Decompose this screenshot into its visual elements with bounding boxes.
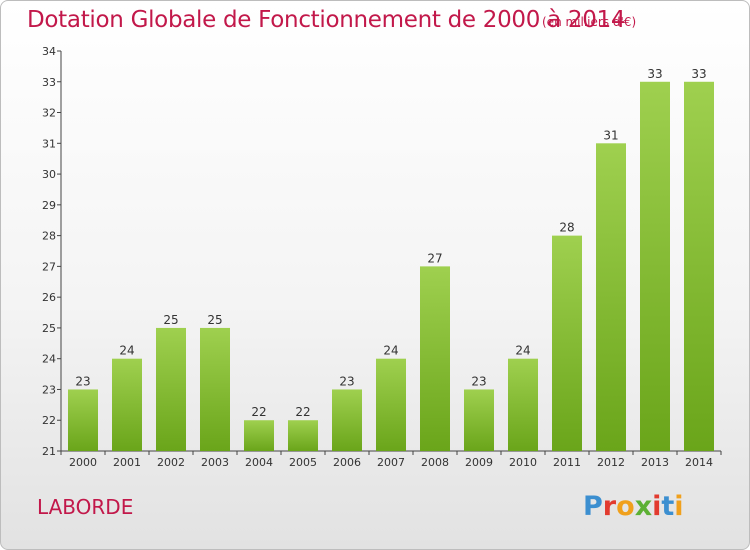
value-label: 31 <box>603 128 618 142</box>
proxiti-logo: Proxiti <box>583 491 684 522</box>
y-tick-label: 21 <box>42 445 56 458</box>
bar-2007 <box>376 358 406 451</box>
y-tick-label: 27 <box>42 260 56 273</box>
y-tick-label: 33 <box>42 76 56 89</box>
logo-letter: i <box>674 491 684 522</box>
y-tick-label: 32 <box>42 107 56 120</box>
bar-2008 <box>420 266 450 451</box>
y-tick-label: 30 <box>42 168 56 181</box>
bar-2009 <box>464 389 494 451</box>
value-label: 24 <box>383 344 398 358</box>
bar-2011 <box>552 235 582 451</box>
bar-2003 <box>200 327 230 451</box>
value-label: 23 <box>75 374 90 388</box>
bar-2005 <box>288 420 318 451</box>
y-tick-label: 23 <box>42 383 56 396</box>
x-tick-label: 2004 <box>245 456 273 469</box>
x-tick-label: 2001 <box>113 456 141 469</box>
x-tick-label: 2003 <box>201 456 229 469</box>
bar-2002 <box>156 327 186 451</box>
y-tick-label: 22 <box>42 414 56 427</box>
y-tick-label: 26 <box>42 291 56 304</box>
logo-letter: i <box>652 491 662 522</box>
bar-2013 <box>640 81 670 452</box>
chart-axes: 21 22 23 24 25 26 27 28 29 30 31 32 33 34 <box>42 45 722 458</box>
value-label: 24 <box>119 344 134 358</box>
logo-letter: P <box>583 491 603 522</box>
x-tick-label: 2010 <box>509 456 537 469</box>
value-label: 25 <box>207 313 222 327</box>
value-label: 27 <box>427 251 442 265</box>
value-label: 23 <box>471 374 486 388</box>
x-tick-label: 2005 <box>289 456 317 469</box>
y-tick-label: 24 <box>42 353 56 366</box>
x-tick-label: 2009 <box>465 456 493 469</box>
logo-letter: x <box>634 491 653 522</box>
x-tick-label: 2006 <box>333 456 361 469</box>
bar-2000 <box>68 389 98 451</box>
x-tick-label: 2000 <box>69 456 97 469</box>
commune-name: LABORDE <box>37 495 134 519</box>
chart-bars <box>68 81 714 452</box>
value-label: 24 <box>515 344 530 358</box>
x-tick-label: 2007 <box>377 456 405 469</box>
bar-2010 <box>508 358 538 451</box>
chart-unit: (en milliers d'€) <box>542 15 637 29</box>
logo-letter: t <box>661 491 675 522</box>
y-tick-label: 28 <box>42 230 56 243</box>
y-tick-label: 25 <box>42 322 56 335</box>
logo-letter: r <box>602 491 617 522</box>
bar-2012 <box>596 143 626 452</box>
bar-2006 <box>332 389 362 451</box>
x-tick-label: 2012 <box>597 456 625 469</box>
x-tick-label: 2014 <box>685 456 713 469</box>
value-label: 23 <box>339 374 354 388</box>
bar-2001 <box>112 358 142 451</box>
y-tick-label: 29 <box>42 199 56 212</box>
y-tick-label: 34 <box>42 45 56 58</box>
x-tick-label: 2008 <box>421 456 449 469</box>
bar-2004 <box>244 420 274 451</box>
chart-labels: 2000 23 2001 24 2002 25 2003 25 2004 22 2005 22 2006… <box>69 67 713 469</box>
value-label: 33 <box>647 67 662 81</box>
value-label: 33 <box>691 67 706 81</box>
x-tick-label: 2011 <box>553 456 581 469</box>
y-tick-label: 31 <box>42 137 56 150</box>
value-label: 28 <box>559 221 574 235</box>
logo-letter: o <box>616 491 635 522</box>
value-label: 25 <box>163 313 178 327</box>
bar-2014 <box>684 81 714 452</box>
x-tick-label: 2002 <box>157 456 185 469</box>
chart-title: Dotation Globale de Fonctionnement de 20… <box>27 7 626 33</box>
x-tick-label: 2013 <box>641 456 669 469</box>
value-label: 22 <box>295 405 310 419</box>
value-label: 22 <box>251 405 266 419</box>
